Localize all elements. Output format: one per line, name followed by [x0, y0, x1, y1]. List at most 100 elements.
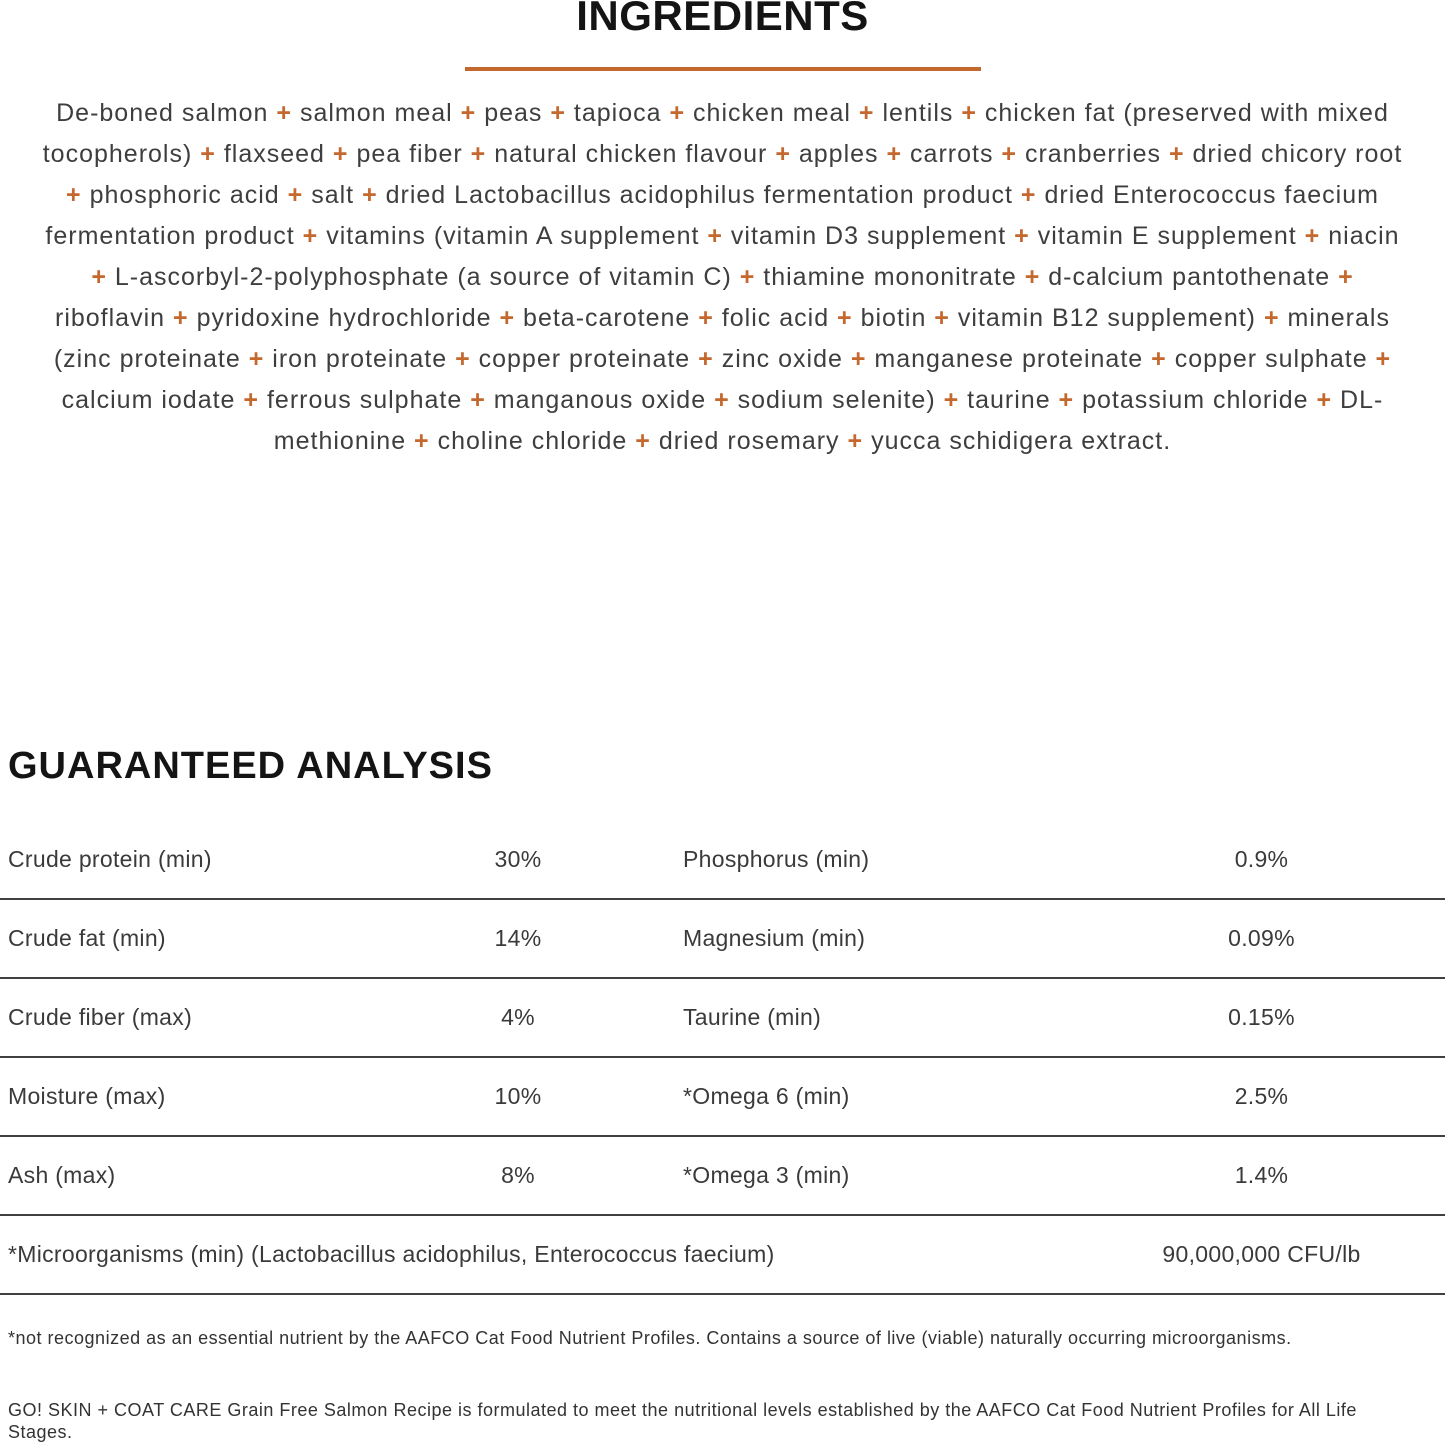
ingredient-item: yucca schidigera extract.	[871, 427, 1172, 455]
nutrient-value-right: 0.15%	[1228, 1004, 1295, 1030]
ingredients-title: INGREDIENTS	[576, 0, 869, 39]
plus-separator: +	[731, 263, 764, 291]
plus-separator: +	[661, 99, 694, 127]
nutrient-value-right: 2.5%	[1234, 1083, 1289, 1109]
guaranteed-analysis-title: GUARANTEED ANALYSIS	[8, 745, 493, 787]
formulation-footnote: GO! SKIN + COAT CARE Grain Free Salmon R…	[8, 1400, 1357, 1442]
guaranteed-analysis-section: GUARANTEED ANALYSIS Crude protein (min) …	[0, 747, 1445, 1295]
plus-separator: +	[240, 345, 273, 373]
plus-separator: +	[1330, 263, 1354, 291]
ingredient-item: De-boned salmon	[56, 99, 269, 127]
microorganisms-label: *Microorganisms (min) (Lactobacillus aci…	[8, 1241, 775, 1267]
plus-separator: +	[542, 99, 574, 127]
nutrient-value-right: 0.09%	[1228, 925, 1295, 951]
analysis-row: Crude protein (min) 30% Phosphorus (min)…	[0, 821, 1445, 900]
plus-separator: +	[993, 140, 1025, 168]
microorganisms-value: 90,000,000 CFU/lb	[1162, 1241, 1361, 1267]
nutrient-label-left: Crude fat (min)	[8, 925, 166, 951]
ingredient-item: ferrous sulphate	[266, 386, 463, 414]
plus-separator: +	[767, 140, 799, 168]
plus-separator: +	[953, 99, 985, 127]
ingredient-item: phosphoric acid	[89, 181, 280, 209]
ingredient-item: sodium selenite)	[737, 386, 936, 414]
ingredient-item: pyridoxine hydrochloride	[196, 304, 492, 332]
plus-separator: +	[192, 140, 224, 168]
ingredient-item: cranberries	[1024, 140, 1162, 168]
ingredient-item: carrots	[910, 140, 994, 168]
nutrient-value-left: 4%	[501, 1004, 535, 1030]
ingredient-item: pea fiber	[356, 140, 463, 168]
plus-separator: +	[850, 99, 883, 127]
nutrient-label-right: Magnesium (min)	[683, 925, 866, 951]
plus-separator: +	[1308, 386, 1341, 414]
nutrient-label-left: Crude protein (min)	[8, 846, 212, 872]
ingredient-item: copper proteinate	[478, 345, 691, 373]
ingredient-item: lentils	[882, 99, 954, 127]
ingredient-item: copper sulphate	[1174, 345, 1368, 373]
ingredients-paragraph: De-boned salmon + salmon meal + peas + t…	[38, 93, 1408, 462]
plus-separator: +	[627, 427, 659, 455]
plus-separator: +	[878, 140, 911, 168]
ingredient-item: vitamin E supplement	[1037, 222, 1297, 250]
ingredient-item: dried Enterococcus faecium fermentation …	[45, 181, 1379, 250]
plus-separator: +	[935, 386, 968, 414]
ingredient-item: vitamin B12 supplement)	[957, 304, 1256, 332]
plus-separator: +	[354, 181, 386, 209]
plus-separator: +	[447, 345, 479, 373]
nutrient-label-right: Taurine (min)	[683, 1004, 822, 1030]
ingredient-item: manganese proteinate	[874, 345, 1144, 373]
ingredient-item: dried chicory root	[1192, 140, 1403, 168]
ingredient-item: salmon meal	[299, 99, 453, 127]
ingredient-item: minerals (zinc proteinate	[53, 304, 1390, 373]
plus-separator: +	[235, 386, 267, 414]
analysis-row: Crude fat (min) 14% Magnesium (min) 0.09…	[0, 900, 1445, 979]
ingredient-item: folic acid	[721, 304, 830, 332]
plus-separator: +	[91, 263, 115, 291]
ingredient-item: chicken meal	[693, 99, 851, 127]
plus-separator: +	[699, 222, 731, 250]
nutrient-label-left: Crude fiber (max)	[8, 1004, 193, 1030]
plus-separator: +	[452, 99, 485, 127]
nutrient-value-left: 8%	[501, 1162, 535, 1188]
plus-separator: +	[268, 99, 300, 127]
ingredient-item: vitamins (vitamin A supplement	[326, 222, 700, 250]
plus-separator: +	[706, 386, 738, 414]
ingredient-item: tapioca	[573, 99, 662, 127]
nutrient-label-right: *Omega 6 (min)	[683, 1083, 850, 1109]
ingredient-item: peas	[484, 99, 543, 127]
plus-separator: +	[1012, 181, 1045, 209]
ingredient-item: d-calcium pantothenate	[1048, 263, 1331, 291]
plus-separator: +	[1006, 222, 1038, 250]
ingredient-item: zinc oxide	[721, 345, 843, 373]
plus-separator: +	[66, 181, 90, 209]
plus-separator: +	[690, 304, 722, 332]
microorganisms-row: *Microorganisms (min) (Lactobacillus aci…	[0, 1216, 1445, 1295]
plus-separator: +	[1296, 222, 1329, 250]
plus-separator: +	[1050, 386, 1083, 414]
plus-separator: +	[690, 345, 722, 373]
ingredient-item: iron proteinate	[272, 345, 448, 373]
plus-separator: +	[839, 427, 872, 455]
nutrient-value-left: 30%	[494, 846, 542, 872]
plus-separator: +	[1161, 140, 1193, 168]
nutrient-label-left: Moisture (max)	[8, 1083, 166, 1109]
ingredient-item: flaxseed	[223, 140, 325, 168]
aafco-asterisk-footnote: *not recognized as an essential nutrient…	[8, 1328, 1292, 1348]
ingredients-section: INGREDIENTS De-boned salmon + salmon mea…	[0, 0, 1445, 462]
ingredient-item: taurine	[967, 386, 1051, 414]
plus-separator: +	[462, 386, 494, 414]
ingredient-item: dried Lactobacillus acidophilus fermenta…	[385, 181, 1013, 209]
plus-separator: +	[294, 222, 327, 250]
plus-separator: +	[829, 304, 861, 332]
plus-separator: +	[165, 304, 197, 332]
ingredient-item: manganous oxide	[493, 386, 707, 414]
ingredient-item: salt	[311, 181, 355, 209]
ingredient-item: chicken fat (preserved with mixed tocoph…	[42, 99, 1389, 168]
plus-separator: +	[406, 427, 438, 455]
ingredient-item: L-ascorbyl-2-polyphosphate (a source of …	[114, 263, 732, 291]
plus-separator: +	[462, 140, 495, 168]
ingredient-item: calcium iodate	[61, 386, 236, 414]
plus-separator: +	[1143, 345, 1175, 373]
plus-separator: +	[1256, 304, 1288, 332]
